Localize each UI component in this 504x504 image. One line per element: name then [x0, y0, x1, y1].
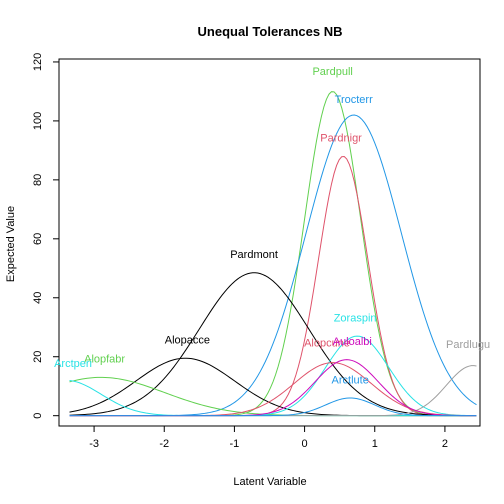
series-line-pardlugu [69, 365, 477, 417]
series-label-pardlugu: Pardlugu [446, 339, 490, 351]
x-axis-label: Latent Variable [233, 476, 306, 488]
plot-frame [58, 58, 481, 427]
series-label-arctperi: Arctperi [54, 358, 92, 370]
y-tick-label: 20 [32, 351, 44, 363]
series-line-auloalbi [69, 359, 477, 417]
series-label-alopacce: Alopacce [165, 334, 210, 346]
series-label-trocterr: Trocterr [335, 94, 373, 106]
series-line-arctlute [69, 397, 477, 417]
series-label-pardmont: Pardmont [230, 249, 278, 261]
series-label-arctlute: Arctlute [332, 374, 369, 386]
y-tick-label: 80 [32, 174, 44, 186]
chart-title: Unequal Tolerances NB [198, 24, 343, 39]
series-line-trocterr [69, 114, 477, 417]
x-tick-label: -2 [159, 438, 169, 450]
y-axis-label: Expected Value [5, 206, 17, 282]
series-label-zoraspin: Zoraspin [334, 312, 377, 324]
y-tick-label: 60 [32, 233, 44, 245]
y-tick-label: 40 [32, 292, 44, 304]
x-tick-label: -3 [89, 438, 99, 450]
x-tick-label: 2 [442, 438, 448, 450]
x-tick-label: 0 [302, 438, 308, 450]
x-tick-label: -1 [230, 438, 240, 450]
curves [69, 91, 477, 417]
series-line-alopacce [69, 357, 477, 417]
y-tick-label: 100 [32, 112, 44, 130]
series-label-auloalbi: Auloalbi [333, 336, 372, 348]
y-tick-label: 0 [32, 413, 44, 419]
y-axis: 0 20 40 60 80 100 120 [32, 53, 60, 419]
y-tick-label: 120 [32, 53, 44, 71]
series-label-pardpull: Pardpull [312, 66, 352, 78]
curve-labels: Pardpull Trocterr Pardnigr Pardmont Alopacce… [54, 66, 490, 386]
x-tick-label: 1 [372, 438, 378, 450]
series-label-alopcune: Alopcune [304, 337, 350, 349]
series-label-alopfabr: Alopfabr [84, 354, 125, 366]
x-axis: -3 -2 -1 0 1 2 [89, 425, 448, 450]
series-label-pardnigr: Pardnigr [320, 133, 362, 145]
series-line-alopcune [69, 362, 477, 417]
